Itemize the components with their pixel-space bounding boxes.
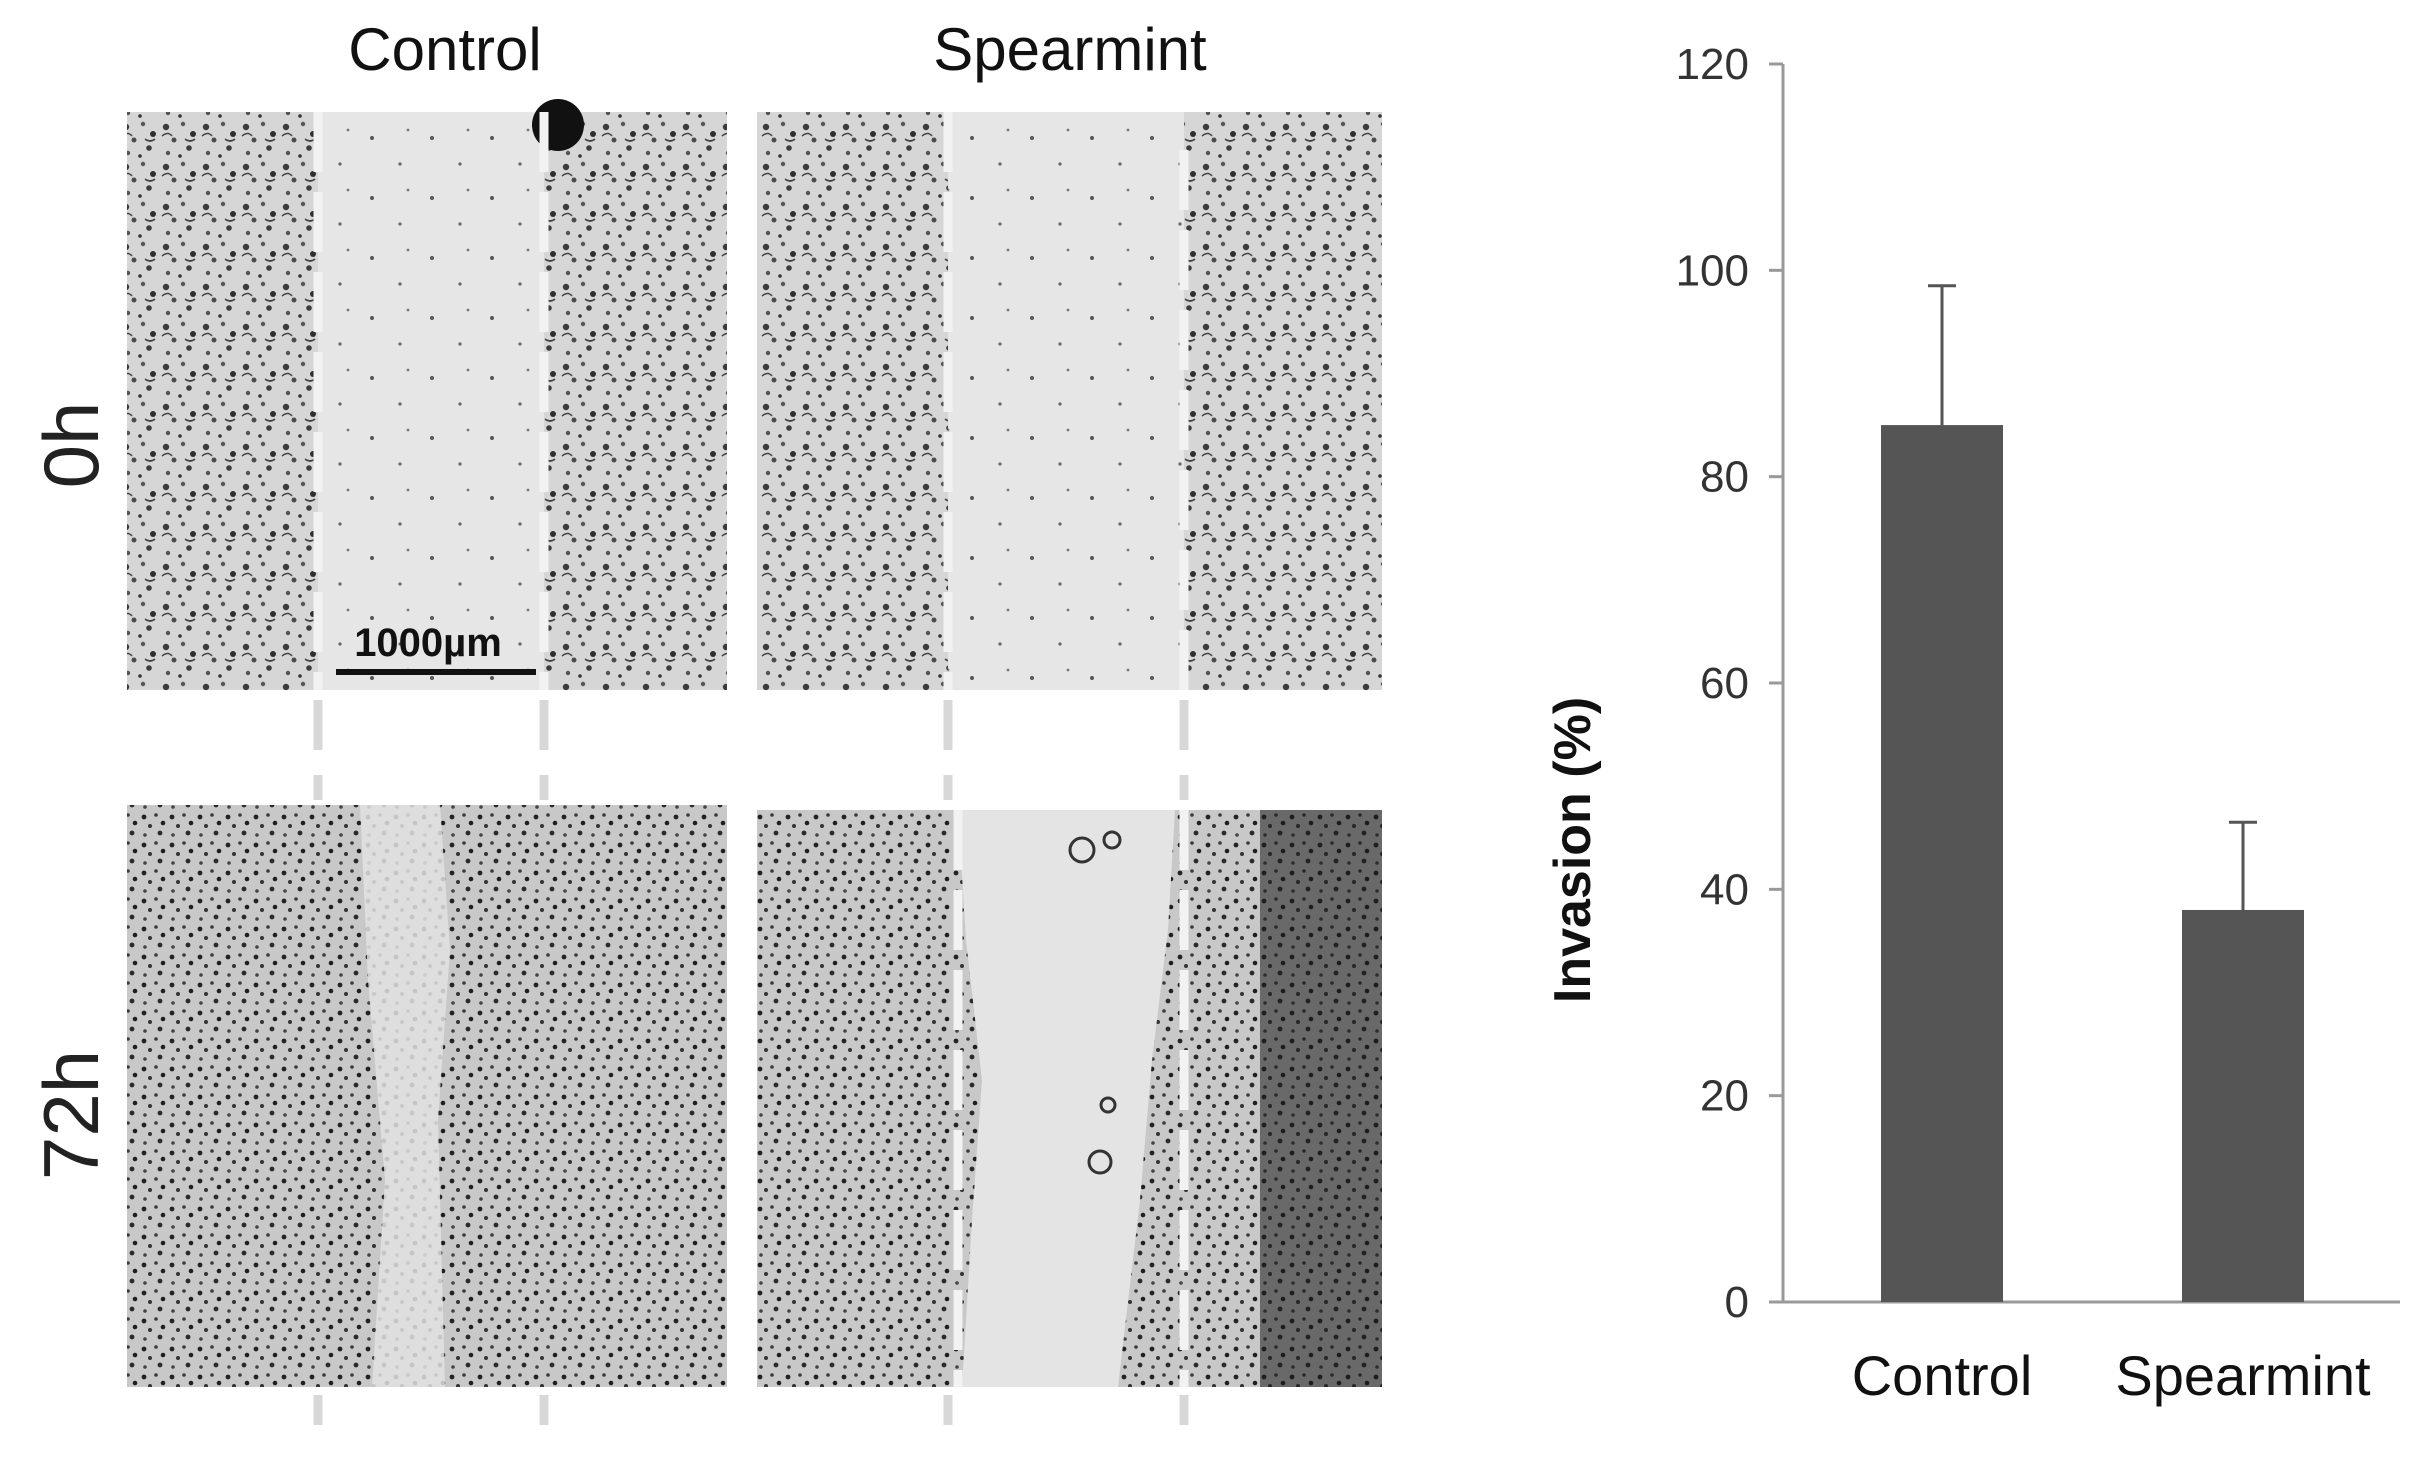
- y-axis-label: Invasion (%): [1544, 697, 1602, 1003]
- micrograph-control-72h: [127, 805, 727, 1387]
- y-tick-label: 120: [1676, 40, 1749, 89]
- scale-bar: 1000µm: [336, 621, 536, 675]
- gap-guides: [313, 700, 1189, 1440]
- bars: [1881, 284, 2304, 1302]
- column-title-control: Control: [348, 16, 541, 83]
- scale-bar-label: 1000µm: [354, 621, 502, 665]
- row-label-72h: 72h: [27, 1050, 115, 1180]
- category-label-control: Control: [1852, 1344, 2033, 1407]
- micrograph-control-0h: [127, 99, 727, 690]
- y-axis-ticks: 0 20 40 60 80 100 120: [1676, 40, 1783, 1327]
- y-tick-label: 20: [1700, 1072, 1749, 1121]
- y-tick-label: 80: [1700, 453, 1749, 502]
- invasion-bar-chart: 0 20 40 60 80 100 120 Control Spearmint Invasio…: [1544, 40, 2400, 1407]
- y-tick-label: 0: [1725, 1278, 1749, 1327]
- y-tick-label: 60: [1700, 659, 1749, 708]
- bar-spearmint: [2182, 909, 2304, 1302]
- row-label-0h: 0h: [27, 402, 115, 489]
- bar-control: [1881, 425, 2003, 1302]
- y-tick-label: 100: [1676, 246, 1749, 295]
- category-label-spearmint: Spearmint: [2115, 1344, 2371, 1407]
- micrograph-spearmint-72h: [757, 810, 1382, 1387]
- micrograph-spearmint-0h: [757, 112, 1382, 690]
- column-title-spearmint: Spearmint: [933, 16, 1207, 83]
- category-labels: Control Spearmint: [1852, 1344, 2371, 1407]
- y-tick-label: 40: [1700, 865, 1749, 914]
